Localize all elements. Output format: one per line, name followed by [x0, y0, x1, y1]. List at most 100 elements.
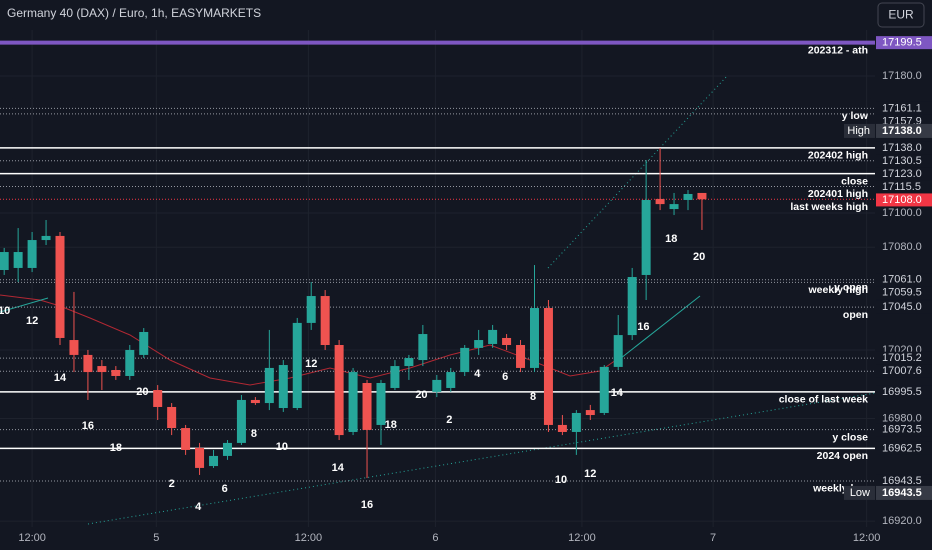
price-badge — [876, 351, 932, 365]
price-badge — [876, 167, 932, 181]
candle-body — [195, 447, 205, 468]
hour-annotation: 8 — [251, 428, 257, 440]
candle-body — [111, 369, 121, 376]
hour-annotation: 20 — [693, 251, 705, 263]
candle-body — [655, 198, 665, 205]
level-text: close of last week — [779, 394, 868, 406]
hour-annotation: 12 — [26, 315, 38, 327]
y-tick-label: 16920.0 — [882, 515, 922, 527]
annotations: 10 12 14 16 18 20 2 4 6 8 10 12 14 16 18 20 2 4 6 8 10 12 14 16… — [0, 233, 705, 513]
candle-body — [13, 252, 23, 268]
marker-tag — [844, 123, 875, 138]
hour-annotation: 8 — [530, 391, 536, 403]
price-badge-label: 17061.0 — [882, 274, 922, 286]
price-badge — [876, 286, 932, 300]
hour-annotation: 16 — [82, 420, 94, 432]
candle-body — [125, 349, 135, 376]
price-badge — [876, 180, 932, 194]
x-tick-label: 12:00 — [18, 532, 46, 544]
marker-badge — [876, 123, 932, 138]
price-badge-label: 17130.5 — [882, 155, 922, 167]
y-tick-label: 16980.0 — [882, 412, 922, 424]
candle-body — [613, 335, 623, 367]
levels: 202312 - ath y low 202402 high close202401 … — [0, 40, 875, 495]
candle-body — [474, 340, 484, 348]
candle-body — [222, 442, 232, 456]
hour-annotation: 6 — [222, 483, 228, 495]
level-text: 2024 open — [817, 450, 868, 462]
candle-body — [27, 240, 37, 268]
hour-annotation: 20 — [415, 389, 427, 401]
trend-line — [615, 295, 701, 363]
candle-body — [278, 365, 288, 409]
candle-body — [292, 322, 302, 409]
hour-annotation: 20 — [136, 386, 148, 398]
price-badge — [876, 193, 932, 207]
candle-body — [83, 354, 93, 373]
price-badge-label: 17138.0 — [882, 142, 922, 154]
hour-annotation: 4 — [474, 368, 481, 380]
price-badge — [876, 441, 932, 455]
price-badge — [876, 141, 932, 155]
candle-body — [181, 428, 191, 450]
x-tick-label: 7 — [710, 532, 716, 544]
level-text: y low — [842, 110, 869, 122]
candle-body — [306, 296, 316, 323]
chart-title: Germany 40 (DAX) / Euro, 1h, EASYMARKETS — [7, 6, 261, 20]
currency-button[interactable] — [877, 2, 925, 28]
y-tick-label: 17100.0 — [882, 207, 922, 219]
marker-tag-label: Low — [850, 487, 870, 499]
price-badge-label: 17108.0 — [882, 194, 922, 206]
candle-body — [571, 412, 581, 432]
level-text: last weeks high — [790, 201, 868, 213]
candle-body — [697, 192, 707, 200]
level-text: 202312 - ath — [808, 44, 868, 56]
level-text: weekly high — [807, 284, 868, 296]
level-text: open — [843, 309, 868, 321]
candle-body — [432, 379, 442, 392]
candle-body — [543, 308, 553, 425]
candle-body — [41, 235, 51, 241]
candle-body — [404, 358, 414, 367]
marker-badge-label: 16943.5 — [882, 487, 922, 499]
candle-body — [334, 344, 344, 436]
hour-annotation: 14 — [332, 462, 345, 474]
y-tick-label: 17080.0 — [882, 241, 922, 253]
hour-annotation: 10 — [555, 474, 567, 486]
currency-label[interactable]: EUR — [888, 8, 914, 22]
price-badge — [876, 423, 932, 437]
candle-body — [529, 308, 539, 368]
hour-annotation: 12 — [584, 468, 596, 480]
candle-body — [390, 366, 400, 388]
price-badge-label: 17199.5 — [882, 37, 922, 49]
level-text: 202401 high — [808, 188, 868, 200]
price-badge-label: 17045.0 — [882, 301, 922, 313]
candle-body — [599, 366, 609, 413]
price-badge-label: 17123.0 — [882, 168, 922, 180]
candle-body — [320, 296, 330, 345]
price-badge — [876, 273, 932, 287]
hour-annotation: 14 — [54, 372, 67, 384]
level-text: close — [841, 175, 868, 187]
hour-annotation: 14 — [611, 387, 624, 399]
x-tick-label: 6 — [432, 532, 438, 544]
price-badge — [876, 474, 932, 488]
hour-annotation: 4 — [195, 501, 202, 513]
candle-body — [69, 340, 79, 355]
marker-badge-label: 17138.0 — [882, 125, 922, 137]
candle-body — [446, 372, 456, 388]
price-badge-label: 17007.6 — [882, 365, 922, 377]
hour-annotation: 18 — [385, 419, 397, 431]
hour-annotation: 2 — [446, 414, 452, 426]
price-badge-label: 17161.1 — [882, 102, 922, 114]
price-badge — [876, 154, 932, 168]
marker-tag-label: High — [847, 125, 870, 137]
hour-annotation: 6 — [502, 371, 508, 383]
price-badge — [876, 101, 932, 115]
candle-body — [153, 390, 163, 407]
candle-body — [0, 252, 9, 271]
price-badge-label: 16995.5 — [882, 386, 922, 398]
level-text: y close — [832, 431, 868, 443]
candle-body — [557, 424, 567, 432]
